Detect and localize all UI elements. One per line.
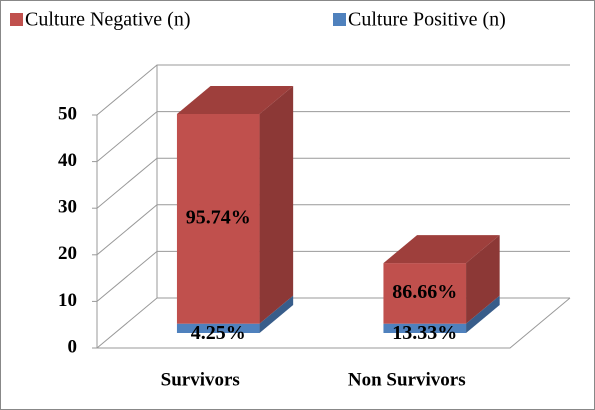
- y-tick-label: 40: [58, 150, 77, 171]
- bar-side: [259, 295, 294, 333]
- bar-top: [383, 235, 500, 264]
- bar-side: [259, 85, 294, 324]
- bar-segment: [383, 235, 500, 324]
- bar-front: [383, 323, 467, 333]
- bar-front: [383, 263, 467, 324]
- value-label: 86.66%: [392, 281, 457, 303]
- legend-label: Culture Positive (n): [348, 9, 506, 31]
- y-tick-label: 0: [68, 336, 78, 357]
- legend-swatch: [333, 13, 346, 26]
- bar-side: [466, 235, 500, 324]
- bar-segment: [176, 85, 294, 324]
- x-tick-label: Non Survivors: [348, 369, 466, 390]
- value-label: 95.74%: [186, 206, 251, 228]
- floor-edge: [97, 297, 571, 349]
- y-tick-label: 20: [58, 243, 77, 264]
- y-tick-label: 30: [58, 197, 77, 218]
- bar-top: [176, 85, 294, 114]
- bar-segment: [176, 295, 294, 333]
- x-tick-label: Survivors: [161, 369, 240, 390]
- bar-front: [176, 113, 260, 324]
- value-label: 13.33%: [392, 322, 457, 344]
- y-tick-label: 10: [58, 290, 77, 311]
- legend-swatch: [10, 13, 23, 26]
- value-label: 4.25%: [191, 322, 246, 344]
- bar-side: [466, 295, 500, 333]
- bar-segment: [383, 295, 500, 333]
- legend-label: Culture Negative (n): [25, 9, 191, 31]
- bar-front: [176, 323, 260, 333]
- y-tick-label: 50: [58, 103, 77, 124]
